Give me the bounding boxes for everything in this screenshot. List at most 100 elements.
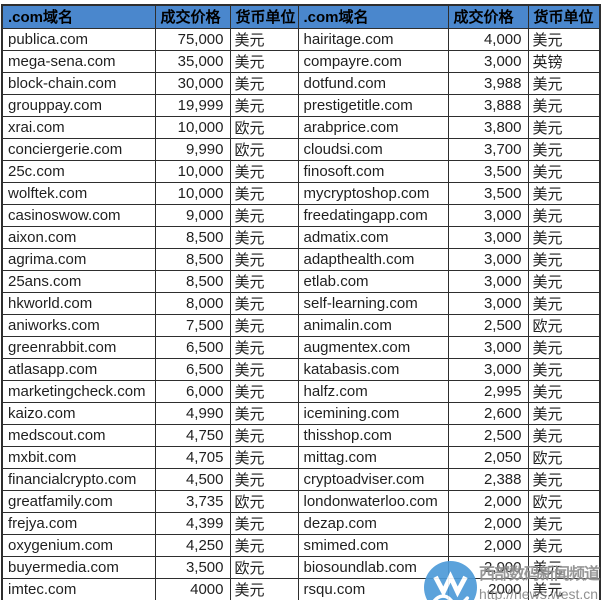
price-cell: 4,705 (154, 445, 231, 469)
price-cell: 8,500 (154, 269, 231, 293)
currency-cell: 欧元 (229, 137, 299, 161)
price-cell: 9,990 (154, 137, 231, 161)
currency-cell: 美元 (229, 247, 299, 271)
domain-cell: admatix.com (297, 225, 449, 249)
table-row: aniworks.com 7,500 美元 animalin.com 2,500 欧元 (1, 313, 601, 337)
currency-cell: 美元 (527, 555, 601, 579)
currency-cell: 美元 (229, 159, 299, 183)
table-row: kaizo.com 4,990 美元 icemining.com 2,600 美元 (1, 401, 601, 425)
price-cell: 2,000 (447, 555, 529, 579)
price-cell: 10,000 (154, 181, 231, 205)
currency-cell: 欧元 (527, 489, 601, 513)
domain-cell: kaizo.com (1, 401, 156, 425)
table-row: 25ans.com 8,500 美元 etlab.com 3,000 美元 (1, 269, 601, 293)
domain-cell: aixon.com (1, 225, 156, 249)
price-cell: 3,988 (447, 71, 529, 95)
currency-cell: 美元 (229, 203, 299, 227)
currency-cell: 美元 (527, 379, 601, 403)
price-cell: 3,000 (447, 225, 529, 249)
header-price-right: 成交价格 (447, 4, 529, 29)
domain-cell: etlab.com (297, 269, 449, 293)
domain-cell: agrima.com (1, 247, 156, 271)
currency-cell: 美元 (527, 357, 601, 381)
currency-cell: 美元 (229, 313, 299, 337)
price-cell: 4,500 (154, 467, 231, 491)
domain-cell: cloudsi.com (297, 137, 449, 161)
table-row: financialcrypto.com 4,500 美元 cryptoadviser.… (1, 467, 601, 491)
price-cell: 2,000 (447, 511, 529, 535)
price-cell: 4,000 (447, 27, 529, 51)
domain-cell: prestigetitle.com (297, 93, 449, 117)
currency-cell: 美元 (229, 93, 299, 117)
domain-cell: freedatingapp.com (297, 203, 449, 227)
table-row: conciergerie.com 9,990 欧元 cloudsi.com 3,700 美… (1, 137, 601, 161)
currency-cell: 美元 (229, 49, 299, 73)
price-cell: 2,388 (447, 467, 529, 491)
price-cell: 2,600 (447, 401, 529, 425)
domain-cell: smimed.com (297, 533, 449, 557)
table-row: medscout.com 4,750 美元 thisshop.com 2,500 美元 (1, 423, 601, 447)
price-cell: 75,000 (154, 27, 231, 51)
price-cell: 3,500 (447, 181, 529, 205)
table-row: block-chain.com 30,000 美元 dotfund.com 3,988 美… (1, 71, 601, 95)
price-cell: 10,000 (154, 159, 231, 183)
price-cell: 2,000 (447, 489, 529, 513)
currency-cell: 美元 (527, 27, 601, 51)
domain-cell: medscout.com (1, 423, 156, 447)
currency-cell: 美元 (527, 511, 601, 535)
domain-cell: greatfamily.com (1, 489, 156, 513)
table-row: xrai.com 10,000 欧元 arabprice.com 3,800 美元 (1, 115, 601, 139)
domain-cell: greenrabbit.com (1, 335, 156, 359)
currency-cell: 欧元 (527, 445, 601, 469)
price-cell: 6,500 (154, 335, 231, 359)
currency-cell: 美元 (527, 225, 601, 249)
domain-cell: frejya.com (1, 511, 156, 535)
domain-cell: londonwaterloo.com (297, 489, 449, 513)
currency-cell: 美元 (229, 423, 299, 447)
price-cell: 4,990 (154, 401, 231, 425)
price-cell: 3,735 (154, 489, 231, 513)
currency-cell: 欧元 (229, 115, 299, 139)
price-cell: 19,999 (154, 93, 231, 117)
domain-cell: dezap.com (297, 511, 449, 535)
currency-cell: 美元 (527, 423, 601, 447)
domain-cell: arabprice.com (297, 115, 449, 139)
domain-cell: mittag.com (297, 445, 449, 469)
currency-cell: 美元 (527, 247, 601, 271)
currency-cell: 美元 (229, 533, 299, 557)
domain-cell: thisshop.com (297, 423, 449, 447)
currency-cell: 美元 (527, 159, 601, 183)
price-cell: 6,000 (154, 379, 231, 403)
table-row: buyermedia.com 3,500 欧元 biosoundlab.com 2,00… (1, 555, 601, 579)
currency-cell: 美元 (229, 401, 299, 425)
table-row: mxbit.com 4,705 美元 mittag.com 2,050 欧元 (1, 445, 601, 469)
domain-cell: biosoundlab.com (297, 555, 449, 579)
table-row: greatfamily.com 3,735 欧元 londonwaterloo.com… (1, 489, 601, 513)
currency-cell: 美元 (229, 225, 299, 249)
currency-cell: 美元 (527, 577, 601, 600)
price-cell: 35,000 (154, 49, 231, 73)
domain-cell: finosoft.com (297, 159, 449, 183)
price-cell: 3,500 (447, 159, 529, 183)
price-cell: 3,000 (447, 247, 529, 271)
table-row: greenrabbit.com 6,500 美元 augmentex.com 3,000… (1, 335, 601, 359)
currency-cell: 美元 (229, 27, 299, 51)
currency-cell: 美元 (527, 291, 601, 315)
domain-cell: icemining.com (297, 401, 449, 425)
currency-cell: 美元 (527, 93, 601, 117)
currency-cell: 欧元 (229, 489, 299, 513)
currency-cell: 美元 (527, 269, 601, 293)
price-cell: 3,000 (447, 203, 529, 227)
currency-cell: 美元 (229, 511, 299, 535)
currency-cell: 美元 (527, 181, 601, 205)
table-row: 25c.com 10,000 美元 finosoft.com 3,500 美元 (1, 159, 601, 183)
domain-cell: imtec.com (1, 577, 156, 600)
domain-cell: animalin.com (297, 313, 449, 337)
price-cell: 3,000 (447, 357, 529, 381)
domain-cell: oxygenium.com (1, 533, 156, 557)
price-cell: 2,050 (447, 445, 529, 469)
domain-cell: dotfund.com (297, 71, 449, 95)
domain-cell: augmentex.com (297, 335, 449, 359)
domain-cell: casinoswow.com (1, 203, 156, 227)
domain-cell: wolftek.com (1, 181, 156, 205)
